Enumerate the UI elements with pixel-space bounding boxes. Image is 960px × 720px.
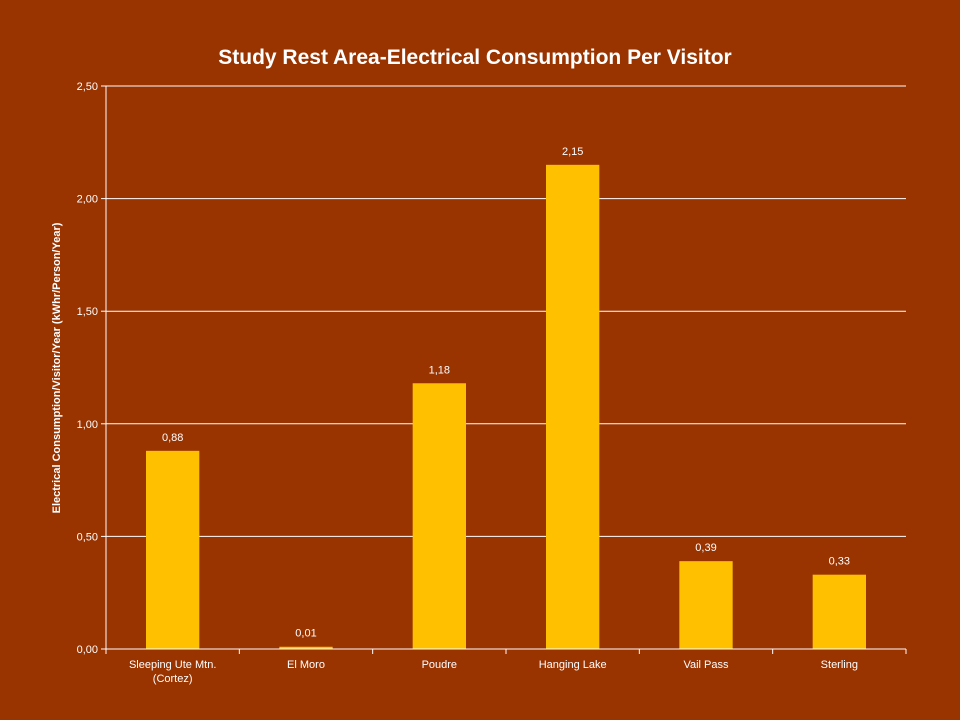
chart-title: Study Rest Area-Electrical Consumption P… — [218, 46, 731, 69]
bars — [146, 164, 866, 649]
data-label: 0,01 — [295, 628, 316, 640]
bar — [812, 574, 866, 649]
axes — [101, 85, 907, 654]
x-tick-label: (Cortez) — [153, 673, 193, 685]
x-tick-label: El Moro — [287, 659, 325, 671]
data-label: 2,15 — [562, 146, 583, 158]
x-tick-label: Hanging Lake — [539, 659, 607, 671]
y-axis-title: Electrical Consumption/Visitor/Year (kWh… — [51, 222, 63, 513]
y-tick-label: 0,00 — [77, 644, 98, 656]
y-tick-label: 0,50 — [77, 531, 98, 543]
y-tick-label: 2,00 — [77, 194, 98, 206]
y-tick-label: 1,00 — [77, 419, 98, 431]
gridlines — [106, 85, 906, 537]
data-label: 0,39 — [695, 542, 716, 554]
data-label: 1,18 — [429, 364, 450, 376]
bar — [146, 450, 200, 649]
bar — [279, 646, 333, 649]
data-label: 0,88 — [162, 432, 183, 444]
bar — [412, 383, 466, 649]
y-tick-label: 2,50 — [77, 81, 98, 93]
y-tick-label: 1,50 — [77, 306, 98, 318]
x-tick-label: Vail Pass — [683, 659, 729, 671]
bar — [546, 164, 600, 649]
x-tick-label: Poudre — [422, 659, 457, 671]
labels: 0,00 0,50 1,00 1,50 2,00 2,50 0,88 Sleeping Ute… — [77, 81, 858, 685]
x-tick-label: Sleeping Ute Mtn. — [129, 659, 216, 671]
bar — [679, 561, 733, 649]
x-tick-label: Sterling — [821, 659, 858, 671]
data-label: 0,33 — [829, 556, 850, 568]
